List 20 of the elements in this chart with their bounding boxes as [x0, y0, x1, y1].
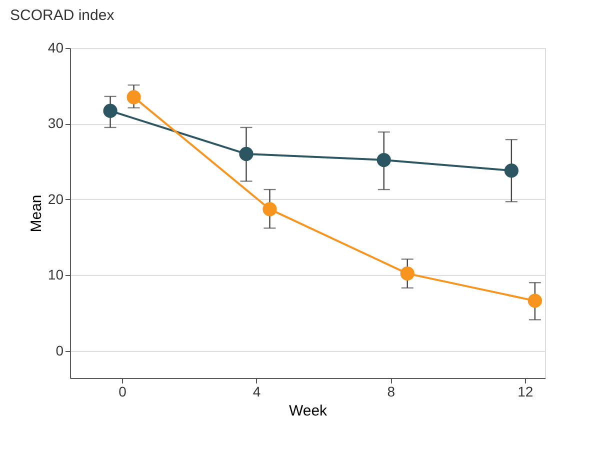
x-tick-label: 12	[518, 384, 534, 400]
y-tick-label: 20	[48, 190, 64, 207]
y-tick-label: 0	[56, 342, 64, 358]
point	[126, 90, 141, 104]
point	[103, 104, 118, 118]
y-tick-label: 30	[48, 115, 64, 132]
x-tick-label: 0	[118, 384, 127, 400]
point	[376, 152, 391, 168]
point	[239, 146, 254, 162]
y-tick-label: 10	[48, 266, 64, 283]
x-tick-label: 8	[387, 384, 396, 400]
chart-title: SCORAD index	[10, 7, 115, 24]
x-tick-label: 4	[252, 384, 261, 400]
point	[504, 164, 518, 178]
point	[400, 266, 414, 281]
point	[528, 294, 542, 308]
point	[262, 202, 277, 216]
x-axis-title: Week	[288, 402, 328, 420]
y-axis-title: Mean	[28, 194, 45, 232]
y-tick-label: 40	[48, 40, 64, 56]
